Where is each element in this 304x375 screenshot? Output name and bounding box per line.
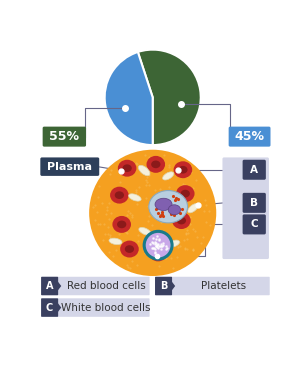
FancyBboxPatch shape (41, 298, 150, 317)
Circle shape (143, 230, 174, 261)
FancyBboxPatch shape (223, 158, 269, 259)
Ellipse shape (118, 160, 136, 177)
FancyArrow shape (57, 281, 61, 291)
Ellipse shape (125, 245, 134, 253)
Ellipse shape (168, 205, 181, 215)
Ellipse shape (112, 216, 131, 233)
FancyBboxPatch shape (41, 277, 150, 295)
Ellipse shape (117, 220, 126, 228)
Text: Red blood cells: Red blood cells (67, 281, 146, 291)
Ellipse shape (109, 238, 122, 244)
Ellipse shape (163, 172, 174, 180)
Ellipse shape (168, 240, 180, 247)
Text: Platelets: Platelets (201, 281, 246, 291)
Ellipse shape (176, 185, 195, 202)
Text: A: A (46, 281, 54, 291)
Text: B: B (250, 198, 258, 208)
Text: Plasma: Plasma (47, 162, 92, 172)
Ellipse shape (149, 244, 168, 261)
FancyBboxPatch shape (243, 193, 266, 213)
Ellipse shape (120, 241, 139, 258)
Ellipse shape (155, 198, 172, 210)
Text: A: A (250, 165, 258, 175)
Ellipse shape (172, 212, 191, 229)
Ellipse shape (177, 217, 186, 224)
Circle shape (146, 233, 171, 258)
Text: C: C (46, 303, 53, 313)
FancyArrow shape (57, 303, 61, 313)
FancyBboxPatch shape (41, 298, 58, 317)
Ellipse shape (129, 194, 141, 201)
Ellipse shape (147, 156, 165, 173)
Wedge shape (105, 52, 153, 145)
FancyBboxPatch shape (155, 277, 270, 295)
FancyBboxPatch shape (155, 277, 172, 295)
Text: 55%: 55% (49, 130, 79, 143)
FancyBboxPatch shape (41, 277, 58, 295)
FancyBboxPatch shape (229, 127, 271, 147)
Ellipse shape (138, 165, 150, 176)
Ellipse shape (151, 160, 161, 168)
Ellipse shape (188, 204, 198, 213)
Ellipse shape (115, 191, 124, 199)
Ellipse shape (123, 164, 132, 172)
FancyBboxPatch shape (43, 127, 86, 147)
Ellipse shape (154, 249, 163, 257)
Text: C: C (250, 219, 258, 230)
Ellipse shape (149, 190, 188, 223)
Ellipse shape (181, 190, 190, 198)
Text: 45%: 45% (235, 130, 264, 143)
Ellipse shape (139, 227, 151, 235)
Wedge shape (138, 50, 201, 145)
Text: B: B (160, 281, 167, 291)
Text: White blood cells: White blood cells (61, 303, 151, 313)
Ellipse shape (110, 187, 129, 204)
FancyBboxPatch shape (243, 214, 266, 234)
FancyBboxPatch shape (40, 158, 99, 176)
Ellipse shape (178, 166, 188, 174)
Circle shape (89, 150, 216, 276)
Ellipse shape (174, 161, 192, 178)
FancyBboxPatch shape (243, 160, 266, 180)
FancyArrow shape (171, 281, 175, 291)
